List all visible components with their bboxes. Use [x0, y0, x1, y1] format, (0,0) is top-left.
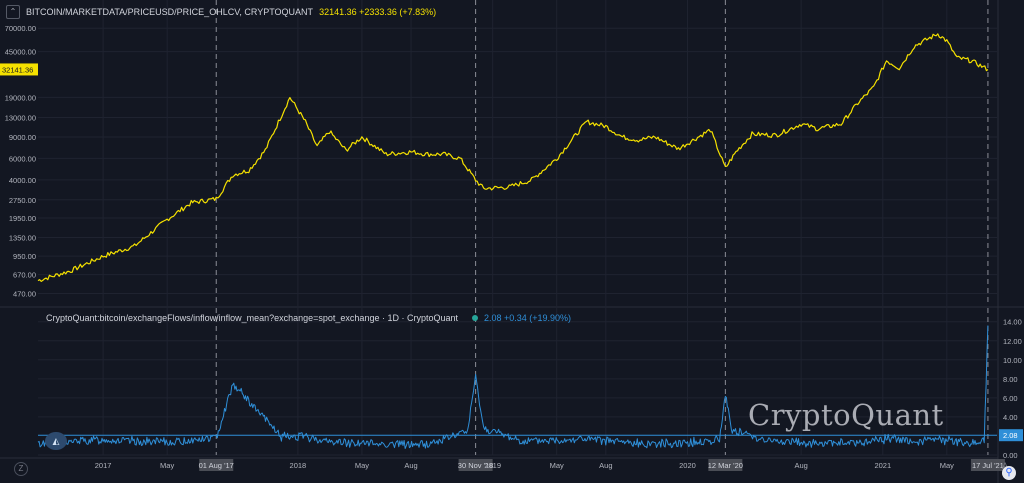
time-marker-label: 17 Jul '21 — [972, 461, 1004, 470]
inflow-tick-label: 14.00 — [1003, 318, 1022, 327]
inflow-tick-label: 4.00 — [1003, 413, 1018, 422]
time-marker-badge — [199, 459, 234, 471]
time-tick-label: 2021 — [874, 461, 891, 470]
inflow-tick-label: 12.00 — [1003, 337, 1022, 346]
time-marker-label: 12 Mar '20 — [708, 461, 743, 470]
indicator-values: 2.08 +0.34 (+19.90%) — [483, 313, 572, 323]
time-tick-label: May — [355, 461, 369, 470]
indicator-status-dot — [471, 315, 478, 321]
time-tick-label: Aug — [404, 461, 417, 470]
inflow-tick-label: 6.00 — [1003, 394, 1018, 403]
price-tick-label: 4000.00 — [9, 176, 36, 185]
price-line — [37, 33, 989, 282]
time-tick-label: 2018 — [290, 461, 307, 470]
time-tick-label: 2017 — [95, 461, 112, 470]
time-marker-badge — [970, 459, 1005, 471]
price-tick-label: 13000.00 — [5, 113, 36, 122]
inflow-tick-label: 10.00 — [1003, 356, 1022, 365]
time-tick-label: 2020 — [679, 461, 696, 470]
price-tick-label: 45000.00 — [5, 48, 36, 57]
indicator-legend: CryptoQuant:bitcoin/exchangeFlows/inflow… — [46, 313, 571, 323]
price-tick-label: 670.00 — [13, 271, 36, 280]
price-symbol: BITCOIN/MARKETDATA/PRICEUSD/PRICE_OHLCV,… — [26, 7, 314, 17]
timezone-icon[interactable]: Z — [14, 462, 28, 476]
inflow-tick-label: 0.00 — [1003, 451, 1018, 460]
price-tick-label: 1950.00 — [9, 214, 36, 223]
time-tick-label: Aug — [794, 461, 807, 470]
search-icon[interactable]: ⚲ — [1002, 466, 1016, 480]
cryptoquant-logo-icon: ◭ — [45, 432, 67, 450]
time-tick-label: 2019 — [484, 461, 501, 470]
inflow-line — [37, 325, 989, 449]
time-tick-label: May — [550, 461, 564, 470]
current-price-label: 32141.36 — [2, 65, 33, 74]
price-tick-label: 6000.00 — [9, 154, 36, 163]
current-inflow-label: 2.08 — [1003, 431, 1018, 440]
current-price-badge — [0, 63, 38, 76]
price-tick-label: 19000.00 — [5, 93, 36, 102]
inflow-tick-label: 8.00 — [1003, 375, 1018, 384]
watermark-text: CryptoQuant — [748, 398, 944, 432]
time-marker-label: 30 Nov '18 — [458, 461, 494, 470]
price-tick-label: 950.00 — [13, 252, 36, 261]
price-tick-label: 2750.00 — [9, 196, 36, 205]
indicator-symbol: CryptoQuant:bitcoin/exchangeFlows/inflow… — [46, 313, 458, 323]
price-tick-label: 9000.00 — [9, 133, 36, 142]
current-inflow-badge — [999, 429, 1023, 442]
price-legend: ⌃ BITCOIN/MARKETDATA/PRICEUSD/PRICE_OHLC… — [6, 5, 436, 19]
price-values: 32141.36 +2333.36 (+7.83%) — [319, 7, 437, 17]
price-tick-label: 470.00 — [13, 289, 36, 298]
time-tick-label: May — [940, 461, 954, 470]
time-tick-label: Aug — [599, 461, 612, 470]
price-tick-label: 1350.00 — [9, 234, 36, 243]
time-marker-badge — [458, 459, 493, 471]
time-marker-badge — [708, 459, 743, 471]
time-marker-label: 01 Aug '17 — [199, 461, 234, 470]
price-tick-label: 70000.00 — [5, 24, 36, 33]
time-tick-label: May — [160, 461, 174, 470]
chevron-up-icon[interactable]: ⌃ — [6, 5, 20, 19]
